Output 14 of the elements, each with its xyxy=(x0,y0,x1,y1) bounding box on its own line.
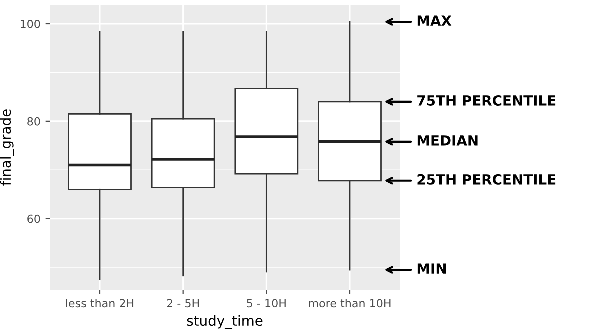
y-tick-label: 60 xyxy=(28,214,40,224)
y-axis-title: final_grade xyxy=(0,110,14,186)
x-tick-label: more than 10H xyxy=(309,299,391,308)
y-tick-label: 80 xyxy=(28,117,40,126)
y-tick-label: 100 xyxy=(20,20,40,28)
x-tick-label: less than 2H xyxy=(66,299,134,308)
x-axis-title: study_time xyxy=(187,315,263,330)
text: MIN xyxy=(418,264,446,274)
text: MEDIAN xyxy=(418,136,478,146)
x-tick-label: 2 - 5H xyxy=(167,299,200,308)
text: 75TH PERCENTILE xyxy=(418,95,556,106)
text: 25TH PERCENTILE xyxy=(418,174,556,185)
text: MAX xyxy=(418,16,452,26)
x-tick-label: 5 - 10H xyxy=(247,299,286,308)
